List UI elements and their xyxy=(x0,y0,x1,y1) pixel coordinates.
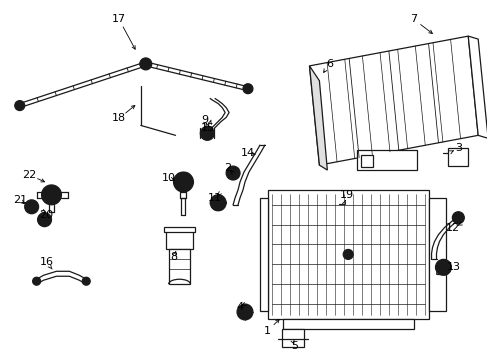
Bar xyxy=(168,249,190,284)
Bar xyxy=(344,198,361,210)
Text: 12: 12 xyxy=(446,222,460,233)
Text: 22: 22 xyxy=(22,170,37,180)
Circle shape xyxy=(243,84,252,94)
Circle shape xyxy=(200,126,214,140)
Text: 4: 4 xyxy=(236,302,243,312)
Text: 3: 3 xyxy=(454,143,461,153)
Bar xyxy=(259,198,267,311)
Polygon shape xyxy=(468,36,487,138)
Text: 5: 5 xyxy=(290,341,298,351)
Circle shape xyxy=(237,304,252,320)
Circle shape xyxy=(225,166,240,180)
Text: 7: 7 xyxy=(409,14,416,24)
Text: 21: 21 xyxy=(13,195,27,205)
Bar xyxy=(360,155,372,167)
Circle shape xyxy=(343,249,352,260)
Circle shape xyxy=(33,277,41,285)
Bar xyxy=(427,198,446,311)
Text: 9: 9 xyxy=(202,116,208,126)
Bar xyxy=(356,150,416,170)
Text: 11: 11 xyxy=(208,193,222,203)
Circle shape xyxy=(41,185,61,205)
Polygon shape xyxy=(309,36,477,165)
Circle shape xyxy=(210,195,225,211)
Text: 20: 20 xyxy=(40,210,54,220)
Text: 6: 6 xyxy=(325,59,332,69)
Text: 14: 14 xyxy=(241,148,255,158)
Text: 1: 1 xyxy=(264,326,271,336)
Text: 15: 15 xyxy=(201,123,215,134)
Text: 2: 2 xyxy=(224,163,231,173)
Text: 19: 19 xyxy=(340,190,353,200)
Bar xyxy=(447,148,468,166)
Polygon shape xyxy=(309,66,326,170)
Bar xyxy=(163,227,195,231)
Text: 10: 10 xyxy=(161,173,175,183)
Bar xyxy=(281,329,303,347)
Circle shape xyxy=(38,213,51,227)
Circle shape xyxy=(451,212,463,224)
Text: 17: 17 xyxy=(112,14,126,24)
Circle shape xyxy=(140,58,151,70)
Bar xyxy=(267,190,427,319)
Text: 18: 18 xyxy=(112,113,126,123)
Circle shape xyxy=(173,172,193,192)
Text: 16: 16 xyxy=(40,257,53,267)
Bar xyxy=(165,230,193,249)
Text: 13: 13 xyxy=(446,262,459,272)
Circle shape xyxy=(82,277,90,285)
Circle shape xyxy=(25,200,39,214)
Circle shape xyxy=(15,100,25,111)
Text: 8: 8 xyxy=(170,252,177,262)
Bar xyxy=(282,319,413,329)
Circle shape xyxy=(435,260,450,275)
